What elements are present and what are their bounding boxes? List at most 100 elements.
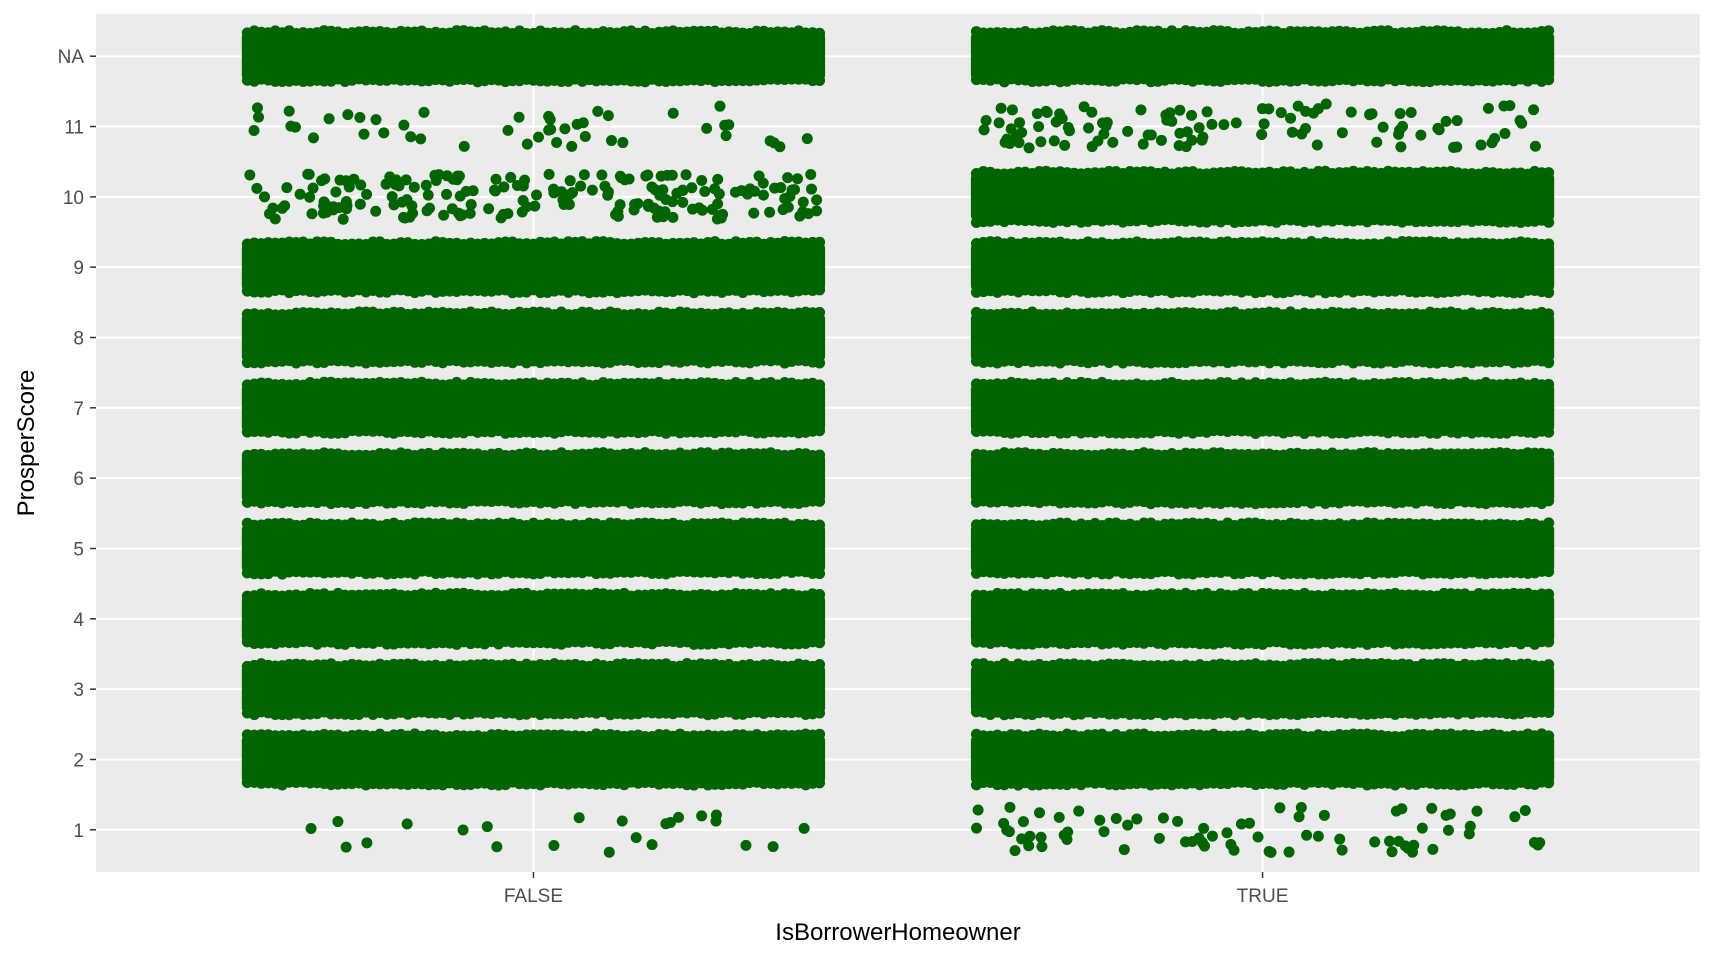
point bbox=[551, 137, 563, 149]
point bbox=[814, 707, 826, 719]
point bbox=[1131, 813, 1143, 825]
point bbox=[1206, 830, 1218, 842]
point-band-FALSE-7 bbox=[241, 383, 826, 432]
point bbox=[564, 175, 576, 187]
point-bands bbox=[241, 32, 1555, 784]
point bbox=[481, 821, 493, 833]
point bbox=[1336, 844, 1348, 856]
point bbox=[1312, 830, 1324, 842]
point bbox=[502, 124, 514, 136]
point bbox=[748, 207, 760, 219]
point bbox=[1444, 808, 1456, 820]
point bbox=[811, 194, 823, 206]
point bbox=[1519, 805, 1531, 817]
y-tick-label: 4 bbox=[73, 610, 84, 631]
point bbox=[386, 191, 398, 203]
point bbox=[420, 179, 432, 191]
point bbox=[657, 211, 669, 223]
point bbox=[1543, 566, 1555, 578]
point bbox=[1471, 805, 1483, 817]
point bbox=[1263, 103, 1275, 115]
point bbox=[1543, 216, 1555, 228]
point bbox=[1334, 833, 1346, 845]
point bbox=[980, 114, 992, 126]
point bbox=[1489, 133, 1501, 145]
point bbox=[1390, 805, 1402, 817]
y-tick-label: 8 bbox=[73, 329, 84, 350]
y-tick-label: 10 bbox=[63, 188, 84, 209]
point bbox=[497, 208, 509, 220]
point bbox=[628, 204, 640, 216]
point bbox=[1193, 832, 1205, 844]
point bbox=[304, 191, 316, 203]
point bbox=[348, 173, 360, 185]
point bbox=[614, 170, 626, 182]
point bbox=[505, 171, 517, 183]
point bbox=[1295, 802, 1307, 814]
point bbox=[1416, 822, 1428, 834]
point bbox=[677, 196, 689, 208]
point bbox=[370, 205, 382, 217]
point bbox=[1292, 100, 1304, 112]
point bbox=[498, 181, 510, 193]
point bbox=[757, 189, 769, 201]
point bbox=[660, 818, 672, 830]
point bbox=[251, 182, 263, 194]
point bbox=[354, 112, 366, 124]
point bbox=[519, 174, 531, 186]
point bbox=[1048, 135, 1060, 147]
plot-panel bbox=[96, 14, 1700, 872]
point bbox=[1193, 122, 1205, 134]
point bbox=[401, 194, 413, 206]
point bbox=[814, 777, 826, 789]
y-tick-label: 5 bbox=[73, 539, 84, 560]
point bbox=[1164, 107, 1176, 119]
point bbox=[378, 127, 390, 139]
point-band-TRUE-5 bbox=[970, 524, 1555, 573]
point bbox=[315, 175, 327, 187]
point bbox=[646, 181, 658, 193]
point bbox=[614, 199, 626, 211]
point bbox=[1529, 140, 1541, 152]
point bbox=[1221, 827, 1233, 839]
point bbox=[667, 211, 679, 223]
y-axis: 1 2 3 4 5 6 7 8 9 10 11 NA bbox=[58, 47, 96, 842]
point bbox=[660, 193, 672, 205]
point bbox=[305, 822, 317, 834]
point-band-FALSE-8 bbox=[241, 313, 826, 362]
point bbox=[1426, 802, 1438, 814]
point bbox=[1186, 109, 1198, 121]
x-tick-label: FALSE bbox=[504, 886, 563, 907]
point bbox=[1377, 121, 1389, 133]
point bbox=[1218, 119, 1230, 131]
point bbox=[646, 839, 658, 851]
point bbox=[294, 188, 306, 200]
point bbox=[332, 816, 344, 828]
point bbox=[251, 102, 263, 114]
point bbox=[1006, 104, 1018, 116]
point bbox=[814, 519, 826, 531]
point bbox=[1100, 120, 1112, 132]
point bbox=[662, 169, 674, 181]
point bbox=[1174, 104, 1186, 116]
point bbox=[993, 117, 1005, 129]
point bbox=[1094, 814, 1106, 826]
point-band-FALSE-3 bbox=[241, 665, 826, 714]
point bbox=[606, 135, 618, 147]
point bbox=[972, 804, 984, 816]
point bbox=[1073, 805, 1085, 817]
point bbox=[680, 169, 692, 181]
point bbox=[686, 182, 698, 194]
y-tick-label: 11 bbox=[64, 118, 84, 139]
point bbox=[1543, 448, 1555, 460]
point bbox=[1543, 659, 1555, 671]
point bbox=[513, 111, 525, 123]
point bbox=[573, 812, 585, 824]
y-axis-title: ProsperScore bbox=[13, 370, 40, 517]
point bbox=[642, 200, 654, 212]
point bbox=[777, 204, 789, 216]
point bbox=[1201, 106, 1213, 118]
point bbox=[798, 822, 810, 834]
point bbox=[673, 811, 685, 823]
point-band-FALSE-6 bbox=[241, 454, 826, 503]
